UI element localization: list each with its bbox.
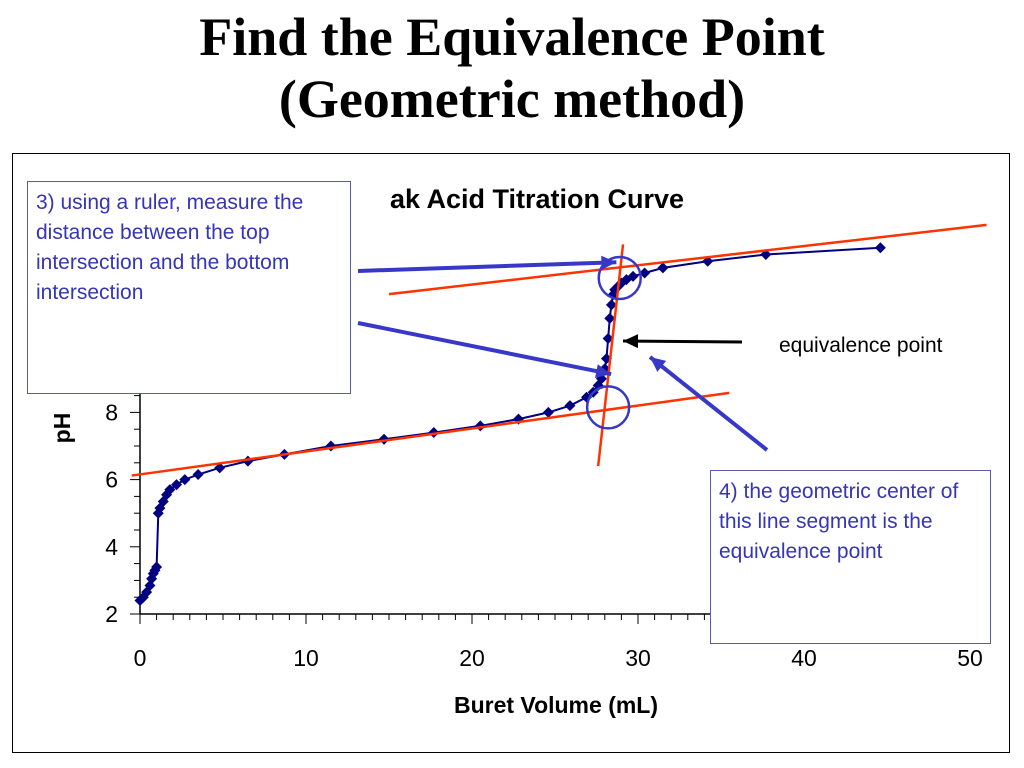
data-point — [151, 561, 163, 573]
chart-frame — [12, 153, 1010, 753]
y-tick-label: 6 — [105, 467, 118, 493]
data-point — [192, 469, 204, 481]
intersection-circle — [597, 255, 642, 301]
data-point — [564, 400, 576, 412]
data-point — [657, 262, 669, 274]
arrow-to-equivalence-point-head — [623, 334, 639, 349]
x-axis-label: Buret Volume (mL) — [454, 692, 658, 718]
chart-title: ak Acid Titration Curve — [390, 184, 684, 214]
intersection-circle — [585, 385, 631, 430]
tangent-line — [596, 244, 625, 467]
tangent-line — [388, 223, 987, 296]
data-point — [605, 299, 617, 311]
x-tick-label: 50 — [957, 645, 983, 671]
intersection-circles-layer — [585, 255, 642, 430]
data-point — [874, 242, 886, 254]
x-tick-label: 10 — [293, 645, 319, 671]
arrow-to-top-intersection-head — [601, 255, 617, 270]
x-tick-label: 40 — [791, 645, 817, 671]
data-point — [325, 440, 337, 452]
arrow-to-top-intersection — [357, 260, 617, 273]
arrow-to-equivalence-point — [622, 339, 743, 344]
data-point — [179, 474, 191, 486]
tangent-line — [131, 391, 730, 477]
data-point — [639, 267, 651, 279]
data-point — [164, 484, 176, 496]
arrow-to-line-segment-head — [650, 357, 667, 372]
step3-callout: 3) using a ruler, measure the distance b… — [27, 181, 351, 394]
slide-title-line1: Find the Equivalence Point — [199, 7, 825, 67]
data-point — [171, 479, 183, 491]
arrows-layer — [357, 255, 769, 452]
x-tick-label: 0 — [134, 645, 147, 671]
data-point — [214, 462, 226, 474]
y-axis-label: pH — [49, 413, 75, 444]
slide-title: Find the Equivalence Point (Geometric me… — [0, 6, 1024, 130]
data-point — [602, 332, 614, 344]
equivalence-point-label: equivalence point — [779, 334, 943, 357]
y-tick-label: 2 — [105, 601, 118, 627]
arrow-to-bottom-intersection — [357, 321, 612, 377]
y-tick-label: 8 — [105, 399, 118, 425]
slide-title-line2: (Geometric method) — [278, 69, 746, 129]
data-point — [542, 406, 554, 418]
data-point — [627, 270, 639, 282]
step4-callout: 4) the geometric center of this line seg… — [710, 470, 991, 644]
arrow-to-line-segment — [648, 355, 769, 452]
data-point — [604, 312, 616, 324]
data-points-layer — [134, 242, 886, 607]
x-tick-label: 20 — [459, 645, 485, 671]
y-tick-label: 4 — [105, 534, 118, 560]
arrow-to-bottom-intersection-head — [595, 364, 612, 378]
x-tick-label: 30 — [625, 645, 651, 671]
